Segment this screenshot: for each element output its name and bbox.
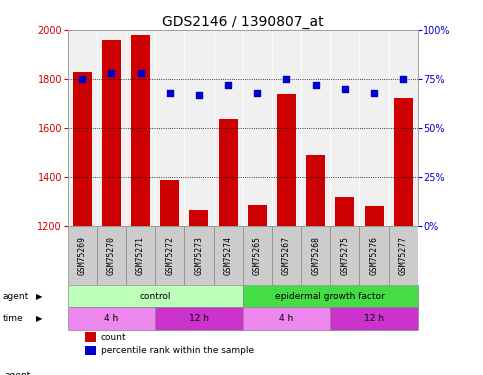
Point [224,82,232,88]
Text: GSM75274: GSM75274 [224,236,233,275]
Text: 4 h: 4 h [104,314,118,323]
Text: control: control [140,292,171,301]
Text: time: time [2,314,23,323]
Text: GSM75271: GSM75271 [136,236,145,275]
Text: GSM75272: GSM75272 [165,236,174,275]
Text: GSM75268: GSM75268 [311,236,320,275]
Bar [189,210,209,226]
Bar [68,308,155,330]
Text: GSM75269: GSM75269 [78,236,87,275]
Text: 4 h: 4 h [279,314,294,323]
Text: ▶: ▶ [36,314,43,323]
Bar [68,285,242,308]
Bar [219,119,238,226]
Text: GSM75275: GSM75275 [341,236,349,275]
Text: epidermal growth factor: epidermal growth factor [275,292,385,301]
Bar [126,226,155,285]
Bar [242,226,272,285]
Text: GSM75270: GSM75270 [107,236,116,275]
Bar [185,226,213,285]
Bar [73,72,92,226]
Bar [359,226,389,285]
Text: GSM75265: GSM75265 [253,236,262,275]
Bar [389,226,418,285]
Bar [365,206,384,226]
Point [137,70,144,76]
Point [399,76,407,82]
Bar [85,346,96,355]
Point [370,90,378,96]
Text: ▶: ▶ [36,292,43,301]
Text: GSM75276: GSM75276 [369,236,379,275]
Bar [155,226,185,285]
Bar [277,94,296,226]
Text: GSM75273: GSM75273 [195,236,203,275]
Point [341,86,349,92]
Text: agent: agent [5,370,31,375]
Bar [272,226,301,285]
Bar [242,308,330,330]
Bar [102,40,121,226]
Bar [131,35,150,226]
Bar [242,285,418,308]
Bar [306,155,325,226]
Bar [155,308,242,330]
Point [108,70,115,76]
Bar [68,226,97,285]
Point [312,82,320,88]
Bar [160,180,179,226]
Bar [301,226,330,285]
Bar [394,99,412,226]
Bar [330,308,418,330]
Text: percentile rank within the sample: percentile rank within the sample [101,346,254,355]
Bar [248,205,267,226]
Text: 12 h: 12 h [364,314,384,323]
Text: GSM75277: GSM75277 [398,236,408,275]
Text: agent: agent [2,292,28,301]
Bar [97,226,126,285]
Title: GDS2146 / 1390807_at: GDS2146 / 1390807_at [162,15,324,29]
Point [195,92,203,98]
Bar [85,332,96,342]
Bar [330,226,359,285]
Bar [335,198,355,226]
Text: count: count [101,333,127,342]
Point [283,76,290,82]
Point [166,90,173,96]
Bar [213,226,243,285]
Point [78,76,86,82]
Point [254,90,261,96]
Text: GSM75267: GSM75267 [282,236,291,275]
Text: 12 h: 12 h [189,314,209,323]
